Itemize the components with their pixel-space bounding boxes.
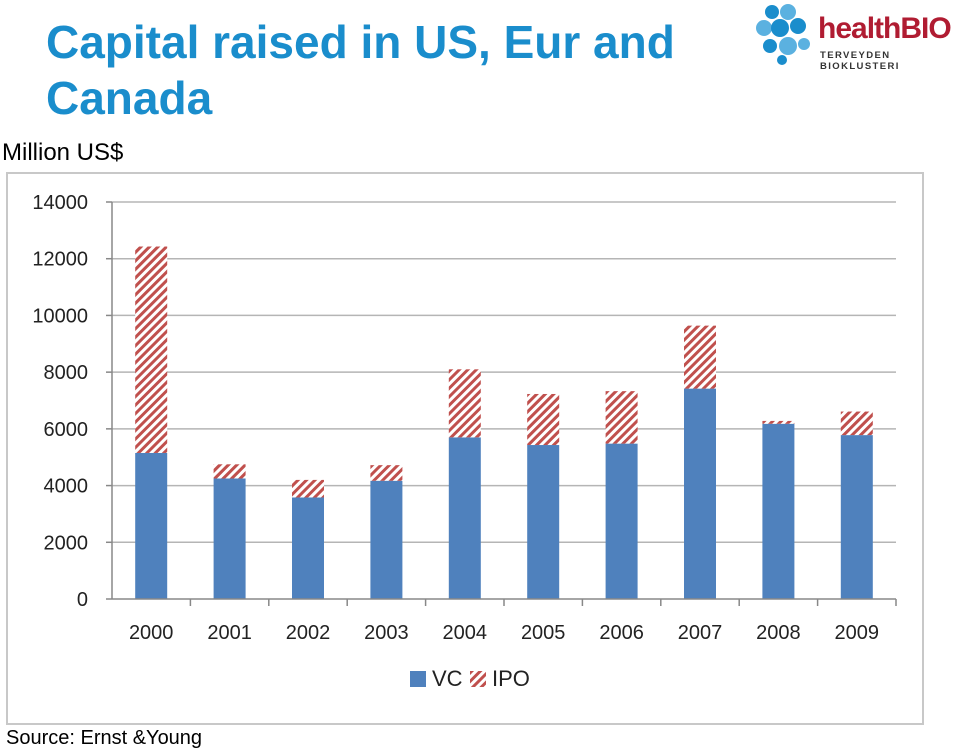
legend-label-ipo: IPO <box>492 666 530 691</box>
bar-vc-2004 <box>448 437 481 599</box>
y-tick-label: 10000 <box>32 305 88 327</box>
bar-vc-2006 <box>605 443 638 599</box>
chart-legend: VC IPO <box>410 666 530 691</box>
x-tick-label-2005: 2005 <box>521 622 566 644</box>
x-tick-label-2007: 2007 <box>678 622 723 644</box>
x-tick-label-2008: 2008 <box>756 622 801 644</box>
bar-ipo-2000 <box>135 246 168 453</box>
y-tick-label: 2000 <box>44 532 89 554</box>
y-tick-label: 0 <box>77 589 88 611</box>
bar-ipo-2007 <box>684 325 716 389</box>
x-tick-label-2009: 2009 <box>835 622 880 644</box>
page-title: Capital raised in US, Eur and Canada <box>46 16 675 124</box>
y-tick-label: 4000 <box>44 476 89 498</box>
bar-vc-2008 <box>762 423 795 599</box>
x-tick-label-2001: 2001 <box>207 622 252 644</box>
bar-ipo-2004 <box>448 369 481 438</box>
bar-vc-2009 <box>840 435 873 599</box>
bars <box>135 246 873 599</box>
legend-label-vc: VC <box>432 666 463 691</box>
x-tick-label-2004: 2004 <box>443 622 488 644</box>
bar-ipo-2003 <box>370 465 403 481</box>
bar-ipo-2009 <box>840 411 873 436</box>
bar-vc-2003 <box>370 480 403 599</box>
bar-ipo-2001 <box>213 464 246 479</box>
healthbio-logo: healthBIO TERVEYDEN BIOKLUSTERI <box>752 2 960 72</box>
legend-swatch-vc <box>410 671 426 687</box>
x-tick-label-2000: 2000 <box>129 622 174 644</box>
bar-ipo-2002 <box>292 479 324 498</box>
y-axis-ticks: 0 2000 4000 6000 8000 10000 12000 14000 <box>32 192 112 611</box>
bar-ipo-2006 <box>605 391 638 444</box>
units-label: Million US$ <box>2 139 124 166</box>
x-tick-label-2006: 2006 <box>599 622 644 644</box>
x-tick-label-2002: 2002 <box>286 622 331 644</box>
bar-vc-2001 <box>213 478 246 599</box>
bar-ipo-2008 <box>762 420 795 424</box>
chart-frame: 0 2000 4000 6000 8000 10000 12000 14000 2000 200… <box>6 172 924 725</box>
logo-mark-icon <box>756 4 810 65</box>
bar-vc-2002 <box>292 497 324 599</box>
logo-wordmark: healthBIO <box>818 12 952 45</box>
source-note: Source: Ernst &Young <box>6 727 203 749</box>
x-axis-ticks: 2000 2001 2002 2003 2004 2005 2006 2007 2008 2009 <box>129 599 897 644</box>
y-tick-label: 6000 <box>44 419 89 441</box>
y-tick-label: 8000 <box>44 362 89 384</box>
bar-vc-2005 <box>527 445 560 599</box>
x-tick-label-2003: 2003 <box>364 622 409 644</box>
logo-tagline: TERVEYDEN BIOKLUSTERI <box>820 50 900 72</box>
legend-swatch-ipo <box>470 671 486 687</box>
bar-vc-2000 <box>135 452 168 599</box>
y-tick-label: 14000 <box>32 192 88 214</box>
bar-vc-2007 <box>684 388 716 599</box>
bar-ipo-2005 <box>527 393 560 446</box>
y-tick-label: 12000 <box>32 249 88 271</box>
